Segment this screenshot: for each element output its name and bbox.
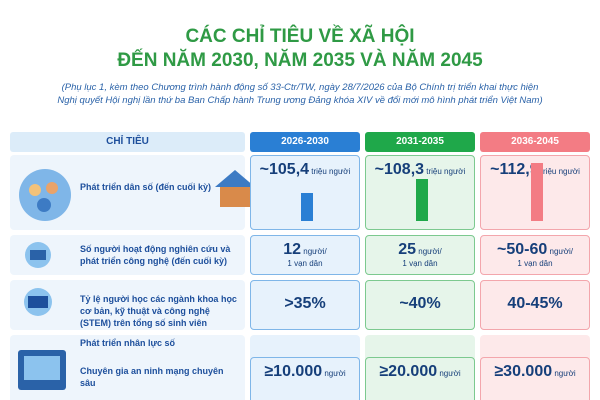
value: ~105,4 bbox=[259, 161, 310, 178]
column-header: CHỈ TIÊU bbox=[10, 132, 245, 152]
value-cell: 40-45% bbox=[480, 280, 590, 330]
value-cell: >35% bbox=[250, 280, 360, 330]
subtitle-line: Nghị quyết Hội nghị lần thứ ba Ban Chấp … bbox=[57, 95, 543, 106]
unit: triệu người bbox=[538, 167, 580, 176]
value-cell: ≥10.000 người bbox=[250, 357, 360, 400]
row-label: Phát triển nhân lực số bbox=[80, 338, 176, 348]
value: 40-45% bbox=[507, 295, 563, 312]
row-label: Tỷ lệ người học các ngành khoa học cơ bả… bbox=[80, 294, 237, 328]
value-cell: ~112,9 triệu người bbox=[480, 155, 590, 230]
value-cell: ~50-60 người/1 vạn dân bbox=[480, 235, 590, 275]
value: ≥10.000 bbox=[264, 363, 323, 380]
bar-icon bbox=[531, 163, 543, 221]
unit: 1 vạn dân bbox=[287, 259, 323, 268]
unit: 1 vạn dân bbox=[402, 259, 438, 268]
bar-icon bbox=[416, 179, 428, 221]
column-header: 2031-2035 bbox=[365, 132, 475, 152]
value: 12 bbox=[283, 241, 302, 258]
unit: người/ bbox=[416, 247, 442, 256]
value-cell: ~105,4 triệu người bbox=[250, 155, 360, 230]
row-label: Chuyên gia an ninh mạng chuyên sâu bbox=[80, 366, 224, 388]
column-header: 2026-2030 bbox=[250, 132, 360, 152]
subtitle-line: (Phụ lục 1, kèm theo Chương trình hành đ… bbox=[61, 82, 539, 93]
value: ~108,3 bbox=[374, 161, 425, 178]
value-cell: 25 người/1 vạn dân bbox=[365, 235, 475, 275]
unit: người bbox=[552, 369, 576, 378]
unit: người bbox=[322, 369, 346, 378]
title-line: ĐẾN NĂM 2030, NĂM 2035 VÀ NĂM 2045 bbox=[117, 50, 483, 71]
title-line: CÁC CHỈ TIÊU VỀ XÃ HỘI bbox=[185, 26, 415, 47]
value: ~50-60 bbox=[497, 241, 548, 258]
value: >35% bbox=[284, 295, 326, 312]
unit: người/ bbox=[301, 247, 327, 256]
row-label: Số người hoạt động nghiên cứu và phát tr… bbox=[80, 244, 231, 266]
unit: người bbox=[437, 369, 461, 378]
unit: người/ bbox=[547, 247, 573, 256]
unit: triệu người bbox=[309, 167, 351, 176]
column-header: 2036-2045 bbox=[480, 132, 590, 152]
value: ~112,9 bbox=[490, 161, 539, 178]
value: ≥30.000 bbox=[494, 363, 553, 380]
row-label: Phát triển dân số (đến cuối kỳ) bbox=[80, 181, 212, 192]
value-cell: ≥30.000 người bbox=[480, 357, 590, 400]
value: ≥20.000 bbox=[379, 363, 438, 380]
value-cell: ≥20.000 người bbox=[365, 357, 475, 400]
value-cell: ~40% bbox=[365, 280, 475, 330]
value: ~40% bbox=[399, 295, 441, 312]
value-cell: 12 người/1 vạn dân bbox=[250, 235, 360, 275]
value-cell: ~108,3 triệu người bbox=[365, 155, 475, 230]
bar-icon bbox=[301, 193, 313, 221]
value: 25 bbox=[398, 241, 417, 258]
unit: triệu người bbox=[424, 167, 466, 176]
unit: 1 vạn dân bbox=[517, 259, 553, 268]
